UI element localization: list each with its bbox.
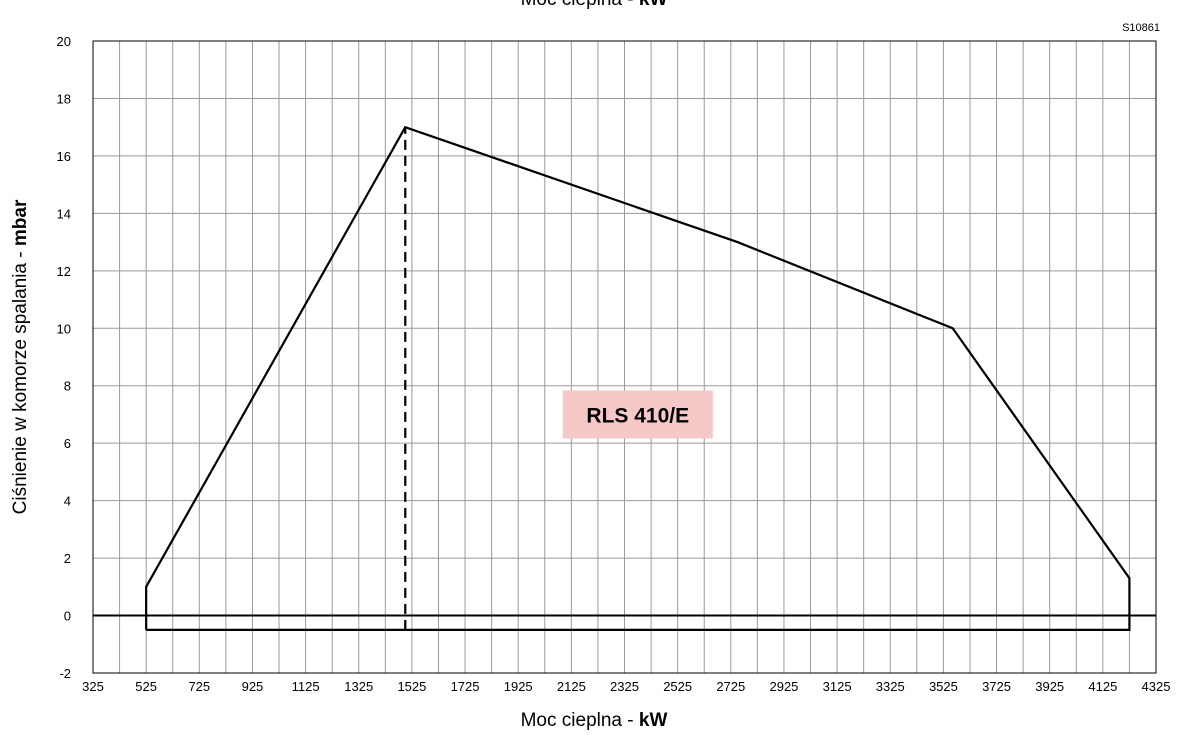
- tick-labels: 325 525 725 925 1125 1325 1525 1725 1925 2125 2325…: [57, 34, 1171, 694]
- x-axis-title: Moc cieplna - kW: [521, 710, 668, 731]
- y-tick-label: 0: [64, 609, 71, 624]
- y-tick-label: 14: [57, 206, 71, 221]
- y-tick-label: 16: [57, 149, 71, 164]
- y-tick-label: 8: [64, 379, 71, 394]
- x-tick-label: 1525: [397, 679, 426, 694]
- model-label-background: [562, 390, 713, 439]
- x-tick-label: 325: [82, 679, 104, 694]
- x-tick-label: 3725: [982, 679, 1011, 694]
- data-lines: [145, 125, 1131, 632]
- x-tick-label: 1325: [344, 679, 373, 694]
- x-tick-label: 3525: [929, 679, 958, 694]
- x-tick-label: 1725: [451, 679, 480, 694]
- y-tick-label: 6: [64, 436, 71, 451]
- y-tick-label: 10: [57, 321, 71, 336]
- top-title: Moc cieplna - kW: [521, 0, 668, 10]
- x-tick-label: 3125: [823, 679, 852, 694]
- x-tick-label: 2325: [610, 679, 639, 694]
- x-tick-label: 1925: [504, 679, 533, 694]
- x-tick-label: 525: [135, 679, 157, 694]
- x-tick-label: 725: [188, 679, 210, 694]
- y-tick-label: 20: [57, 34, 71, 49]
- operating-range-outline: [145, 125, 1131, 632]
- labels: RLS 410/E Moc cieplna - kW S10861 Moc ciepl…: [10, 0, 1160, 731]
- y-tick-label: 18: [57, 91, 71, 106]
- y-tick-label: 4: [64, 494, 71, 509]
- y-tick-label: -2: [59, 666, 71, 681]
- x-tick-label: 925: [242, 679, 264, 694]
- y-tick-label: 12: [57, 264, 71, 279]
- plot-border: [92, 40, 1157, 674]
- grid: [93, 41, 1156, 673]
- x-tick-label: 2525: [663, 679, 692, 694]
- y-axis-title: Ciśnienie w komorze spalania - mbar: [10, 199, 31, 514]
- y-tick-label: 2: [64, 551, 71, 566]
- x-tick-label: 3925: [1035, 679, 1064, 694]
- x-tick-label: 2125: [557, 679, 586, 694]
- x-tick-label: 2725: [716, 679, 745, 694]
- x-tick-label: 1125: [292, 679, 320, 694]
- x-tick-label: 4325: [1142, 679, 1171, 694]
- x-tick-label: 4125: [1088, 679, 1117, 694]
- x-tick-label: 2925: [769, 679, 798, 694]
- x-tick-label: 3325: [876, 679, 905, 694]
- code-label: S10861: [1122, 22, 1160, 34]
- model-label: RLS 410/E: [586, 404, 689, 427]
